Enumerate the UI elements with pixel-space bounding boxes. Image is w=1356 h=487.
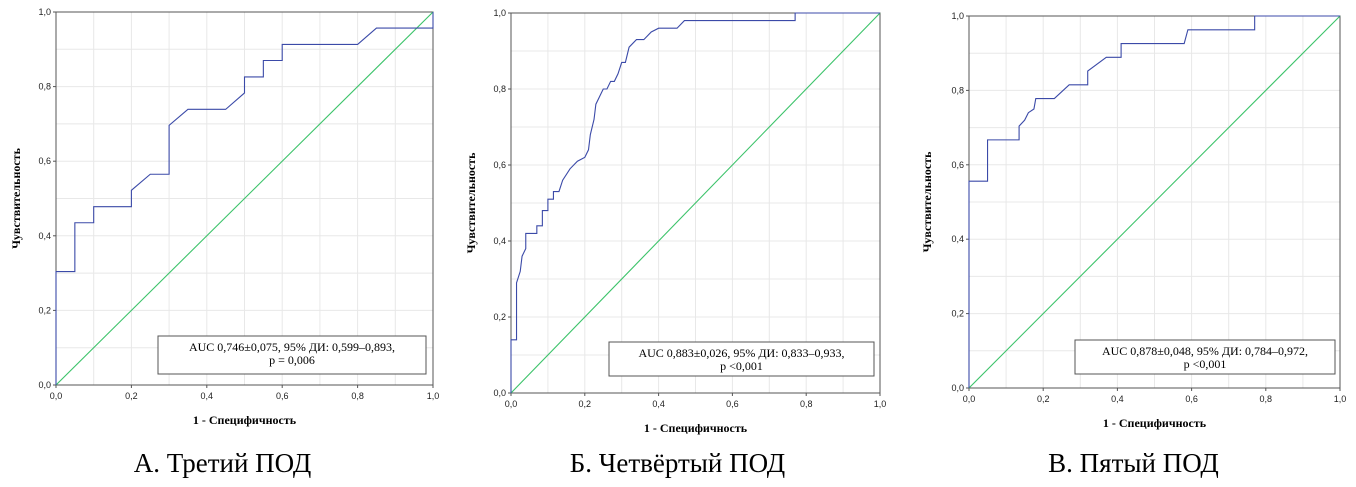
- reference-line: [55, 11, 434, 386]
- x-tick-label: 0,6: [726, 399, 739, 409]
- auc-box: [1074, 339, 1336, 375]
- x-axis-title: 1 - Специфичность: [644, 421, 748, 435]
- x-tick-label: 0,6: [1185, 394, 1198, 404]
- x-tick-label: 0,4: [652, 399, 665, 409]
- y-axis-title: Чувствительность: [920, 151, 934, 252]
- chart-panel-b: 0,0 0,2 0,4 0,6 0,8 1,0 0,0 0,2 0,4 0,6 0,8 1,0 1 - …: [455, 0, 900, 487]
- plot-frame: [510, 12, 881, 394]
- y-tick-label: 1,0: [951, 11, 964, 21]
- x-tick-label: 0,0: [963, 394, 976, 404]
- y-tick-label: 0,0: [493, 388, 506, 398]
- x-tick-label: 0,6: [276, 391, 289, 401]
- auc-text-line: p <0,001: [720, 359, 763, 373]
- reference-line: [510, 12, 881, 394]
- chart-panel-c: 0,0 0,2 0,4 0,6 0,8 1,0 0,0 0,2 0,4 0,6 0,8 1,0 1 - …: [911, 0, 1356, 487]
- y-tick-label: 0,6: [951, 160, 964, 170]
- y-tick-label: 0,4: [38, 231, 51, 241]
- x-tick-label: 0,2: [125, 391, 138, 401]
- y-tick-label: 0,8: [493, 84, 506, 94]
- y-tick-label: 0,2: [493, 312, 506, 322]
- x-tick-label: 0,4: [1111, 394, 1124, 404]
- chart-caption-b: Б. Четвёртый ПОД: [569, 448, 786, 478]
- x-tick-label: 1,0: [1334, 394, 1347, 404]
- chart-caption-a: А. Третий ПОД: [133, 448, 312, 478]
- x-tick-label: 0,0: [505, 399, 518, 409]
- x-tick-label: 0,2: [579, 399, 592, 409]
- auc-text-line: AUC 0,878±0,048, 95% ДИ: 0,784–0,972,: [1102, 344, 1308, 358]
- y-axis-title: Чувствительность: [9, 147, 23, 248]
- y-tick-label: 0,0: [38, 380, 51, 390]
- x-tick-label: 0,8: [351, 391, 364, 401]
- auc-text-line: AUC 0,883±0,026, 95% ДИ: 0,833–0,933,: [638, 346, 844, 360]
- roc-curve: [55, 12, 434, 385]
- y-tick-label: 0,2: [38, 305, 51, 315]
- y-tick-label: 0,6: [493, 160, 506, 170]
- roc-chart-b: 0,0 0,2 0,4 0,6 0,8 1,0 0,0 0,2 0,4 0,6 0,8 1,0 1 - …: [464, 8, 887, 435]
- roc-chart-c: 0,0 0,2 0,4 0,6 0,8 1,0 0,0 0,2 0,4 0,6 0,8 1,0 1 - …: [920, 11, 1347, 430]
- auc-box: [608, 341, 875, 377]
- x-axis-title: 1 - Специфичность: [1103, 416, 1207, 430]
- roc-curve: [510, 12, 880, 393]
- roc-chart-a: 0,0 0,2 0,4 0,6 0,8 1,0 0,0 0,2 0,4 0,6 0,8 1,0 1 - …: [9, 7, 440, 427]
- reference-line: [968, 15, 1341, 389]
- auc-text-line: p <0,001: [1184, 357, 1227, 371]
- x-tick-label: 0,0: [50, 391, 63, 401]
- x-tick-label: 1,0: [874, 399, 887, 409]
- y-tick-label: 0,4: [951, 234, 964, 244]
- y-axis-title: Чувствительность: [464, 152, 478, 253]
- y-tick-label: 0,0: [951, 383, 964, 393]
- y-tick-label: 0,8: [38, 82, 51, 92]
- x-tick-label: 0,4: [201, 391, 214, 401]
- y-tick-label: 0,8: [951, 85, 964, 95]
- y-tick-label: 0,2: [951, 309, 964, 319]
- chart-panel-a: 0,0 0,2 0,4 0,6 0,8 1,0 0,0 0,2 0,4 0,6 0,8 1,0 1 - …: [0, 0, 445, 487]
- auc-text-line: p = 0,006: [269, 353, 315, 367]
- y-tick-label: 0,4: [493, 236, 506, 246]
- auc-box: [157, 335, 427, 375]
- x-axis-title: 1 - Специфичность: [193, 413, 297, 427]
- x-tick-label: 0,8: [1260, 394, 1273, 404]
- roc-curve: [968, 15, 1340, 388]
- x-tick-label: 0,8: [800, 399, 813, 409]
- plot-frame: [55, 11, 434, 386]
- y-tick-label: 1,0: [493, 8, 506, 18]
- x-tick-label: 1,0: [427, 391, 440, 401]
- auc-text-line: AUC 0,746±0,075, 95% ДИ: 0,599–0,893,: [189, 340, 395, 354]
- y-tick-label: 1,0: [38, 7, 51, 17]
- chart-caption-c: В. Пятый ПОД: [1048, 448, 1219, 478]
- y-tick-label: 0,6: [38, 156, 51, 166]
- x-tick-label: 0,2: [1037, 394, 1050, 404]
